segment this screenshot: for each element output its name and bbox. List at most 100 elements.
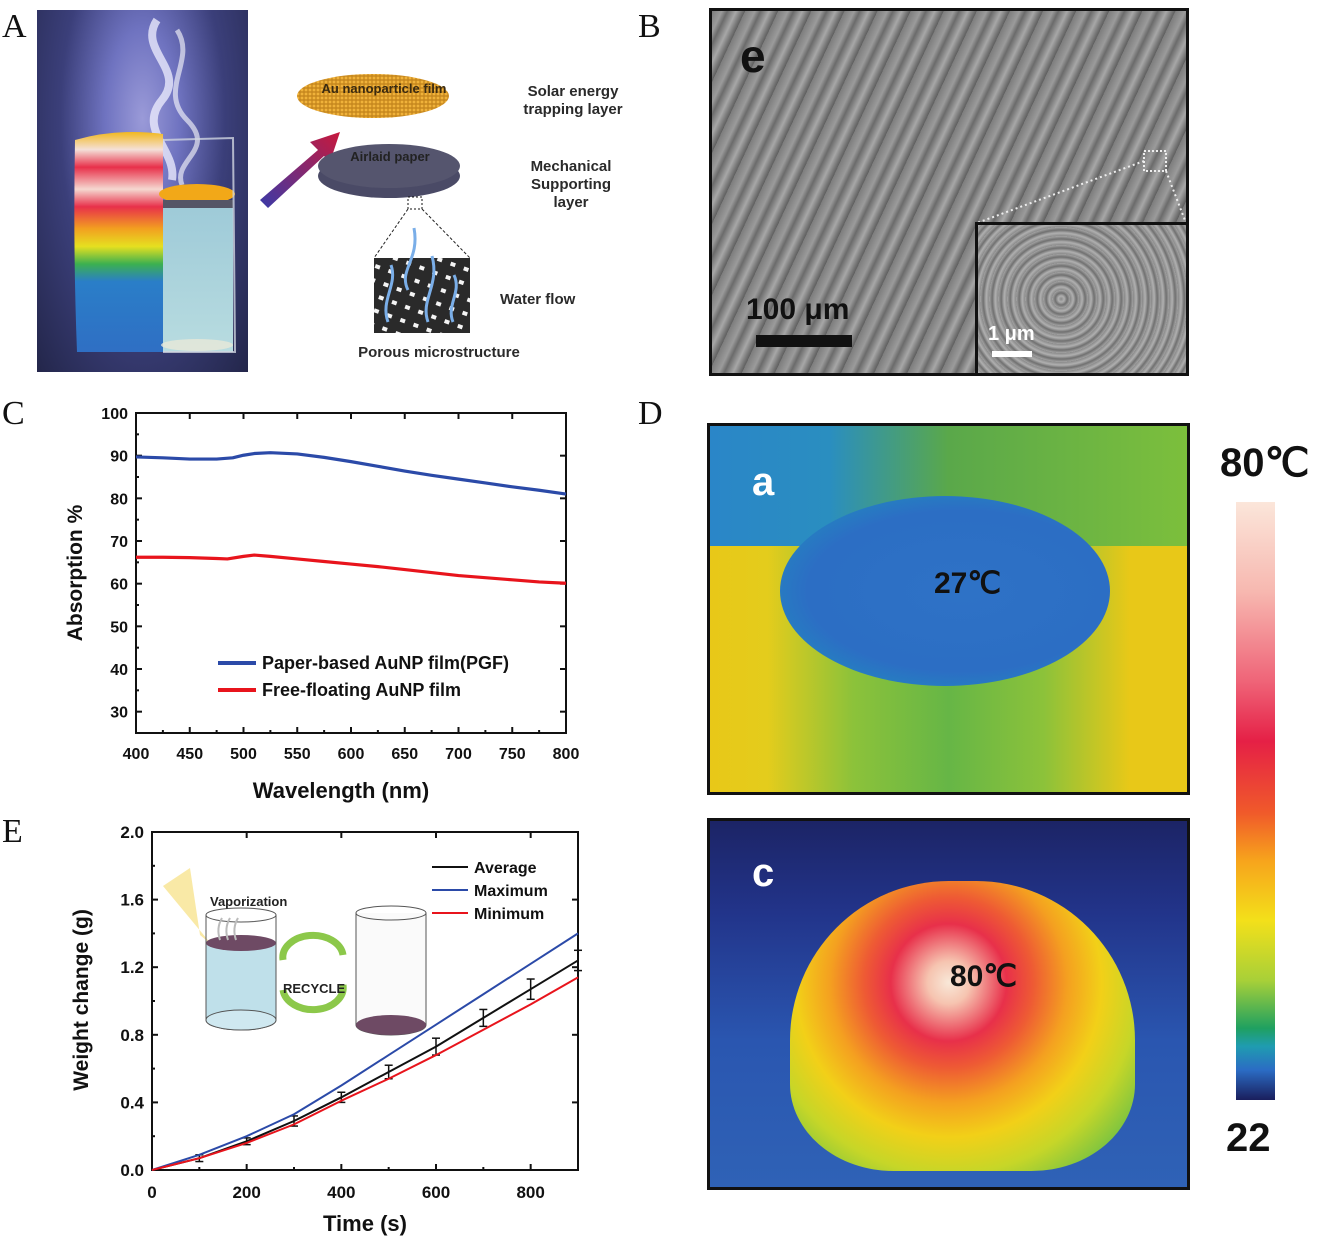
e-x-tick-label: 0 [147, 1183, 156, 1202]
c-x-axis-label: Wavelength (nm) [253, 778, 429, 803]
c-x-tick-label: 800 [553, 746, 580, 763]
e-legend-label: Average [474, 860, 537, 877]
airlaid-label: Airlaid paper [350, 149, 430, 164]
c-series-free-floating-aunp-film [136, 553, 567, 585]
mechanical-line1: Mechanical [530, 158, 612, 175]
c-y-tick-label: 40 [110, 662, 128, 679]
e-x-tick-label: 200 [232, 1183, 260, 1202]
sem-sublabel: e [740, 30, 766, 82]
solar-layer-label: Solar energy trapping layer [508, 83, 638, 119]
e-error-bar [574, 949, 582, 972]
colorbar-min-label: 22 [1226, 1116, 1271, 1160]
water-half [163, 205, 233, 352]
c-y-tick-label: 60 [110, 577, 128, 594]
thermal-image-c: c 80℃ [707, 818, 1190, 1190]
water-flow-label: Water flow [500, 291, 576, 308]
e-legend-label: Maximum [474, 883, 548, 900]
arrow-icon [260, 132, 340, 208]
inset-scale-bar [992, 351, 1032, 357]
porous-label: Porous microstructure [358, 344, 520, 361]
recycle-label: RECYCLE [283, 981, 345, 996]
chart-c-absorption: 400 450 500 550 600 650 700 750 800 30 40 50 60 70 80 9… [64, 406, 580, 803]
airlaid-disc [318, 144, 460, 188]
c-y-tick-label: 90 [110, 449, 128, 466]
c-y-tick-label: 30 [110, 705, 128, 722]
c-x-tick-label: 650 [391, 746, 418, 763]
sem-image: e 100 μm 1 μm [709, 8, 1189, 376]
e-series-minimum [151, 976, 579, 1171]
mechanical-line3: layer [553, 194, 589, 211]
panel-letter-d: D [638, 395, 663, 432]
e-error-bar [526, 978, 535, 1001]
layer-diagram-graphics [260, 74, 471, 333]
layer-diagram: Au nanoparticle film Airlaid paper Solar… [248, 60, 640, 372]
c-x-tick-label: 400 [123, 746, 150, 763]
solar-layer-line1: Solar energy [527, 83, 619, 100]
c-y-tick-label: 50 [110, 619, 128, 636]
c-x-tick-label: 700 [445, 746, 472, 763]
c-x-tick-label: 500 [230, 746, 257, 763]
thermal-half [74, 132, 163, 352]
au-film-disc [297, 74, 449, 118]
e-y-axis-label: Weight change (g) [70, 909, 93, 1091]
panel-letter-b: B [638, 8, 661, 45]
water-arrow-icon [384, 264, 395, 323]
e-x-tick-label: 400 [327, 1183, 355, 1202]
panel-letter-c: C [2, 395, 25, 432]
thermal-image-a: a 27℃ [707, 423, 1190, 795]
c-x-tick-label: 550 [284, 746, 311, 763]
e-x-tick-label: 800 [516, 1183, 544, 1202]
e-y-tick-label: 1.6 [120, 891, 144, 910]
c-y-tick-label: 80 [110, 491, 128, 508]
sem-inset-image: 1 μm [975, 222, 1186, 373]
e-error-bar [479, 1008, 488, 1028]
inset-callout-lines [976, 150, 1186, 224]
c-y-axis-label: Absorption % [64, 504, 87, 641]
recycle-arrow-icon [279, 931, 347, 961]
temperature-colorbar [1236, 502, 1275, 1100]
e-x-axis-label: Time (s) [323, 1211, 407, 1236]
au-film-top [159, 184, 235, 204]
mechanical-layer-label: Mechanical Supporting layer [516, 158, 626, 212]
c-legend-label: Free-floating AuNP film [262, 680, 461, 700]
e-y-tick-label: 0.4 [120, 1093, 144, 1112]
c-series-paper-based-aunp-film-pgf- [135, 451, 567, 496]
c-y-tick-label: 70 [110, 534, 128, 551]
c-x-tick-label: 600 [338, 746, 365, 763]
colorbar-max-label: 80℃ [1220, 441, 1310, 485]
thermal-c-sublabel: c [752, 851, 775, 895]
panel-letter-a: A [2, 8, 27, 45]
vapor-arrows-icon [217, 917, 239, 941]
c-legend-label: Paper-based AuNP film(PGF) [262, 653, 509, 673]
thermal-c-temperature: 80℃ [950, 960, 1018, 993]
au-film-label: Au nanoparticle film [321, 81, 447, 96]
c-y-tick-label: 100 [101, 406, 128, 423]
au-film-beaker [206, 935, 276, 951]
inset-scale-label: 1 μm [988, 323, 1035, 345]
sem-scale-bar [756, 335, 852, 347]
beaker-thermal-photo [37, 10, 248, 372]
light-beam-icon [163, 868, 212, 945]
e-y-tick-label: 0.8 [120, 1026, 144, 1045]
e-y-tick-label: 2.0 [120, 823, 144, 842]
panel-letter-e: E [2, 813, 23, 850]
e-y-tick-label: 0.0 [120, 1161, 144, 1180]
vaporization-label: Vaporization [210, 894, 287, 909]
beaker-hot-body [790, 881, 1135, 1171]
c-x-tick-label: 450 [176, 746, 203, 763]
e-series-maximum [151, 932, 579, 1171]
beaker-illustration [74, 17, 237, 353]
e-legend-label: Minimum [474, 906, 544, 923]
sem-scale-label: 100 μm [746, 293, 850, 326]
solar-layer-line2: trapping layer [523, 101, 623, 118]
beaker-rim-cool [780, 496, 1110, 686]
e-y-tick-label: 1.2 [120, 958, 144, 977]
chart-e-weight-change: 0 200 400 600 800 0.0 0.4 0.8 1.2 1.6 2.0 Vaporiza… [70, 823, 582, 1236]
thermal-a-sublabel: a [752, 460, 775, 504]
thermal-a-temperature: 27℃ [934, 567, 1002, 600]
steam-icon [148, 17, 177, 181]
mechanical-line2: Supporting [531, 176, 611, 193]
c-x-tick-label: 750 [499, 746, 526, 763]
recycle-inset-illustration: Vaporization RECYCLE [163, 868, 427, 1036]
e-x-tick-label: 600 [422, 1183, 450, 1202]
